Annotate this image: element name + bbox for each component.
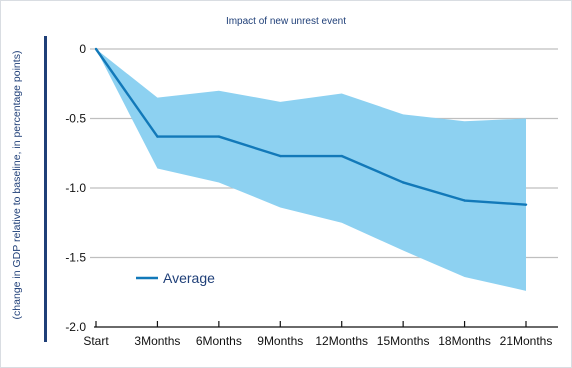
chart-title: Impact of new unrest event xyxy=(225,16,347,27)
x-tick-label-4: 12Months xyxy=(315,334,368,348)
data-point-7 xyxy=(524,203,528,206)
data-point-6 xyxy=(463,199,466,202)
data-point-4 xyxy=(340,154,343,158)
y-tick-label-0: 0 xyxy=(79,42,86,56)
x-tick-label-6: 18Months xyxy=(438,334,491,348)
x-tick-label-3: 9Months xyxy=(257,334,303,348)
legend-label-average: Average xyxy=(163,270,215,286)
x-tick-label-2: 6Months xyxy=(196,334,242,348)
y-tick-label-1: -0.5 xyxy=(65,112,86,126)
data-point-3 xyxy=(279,154,282,158)
x-tick-label-7: 21Months xyxy=(500,334,553,348)
series-line-average xyxy=(95,48,527,206)
y-axis-accent-line xyxy=(44,36,47,342)
data-point-1 xyxy=(156,135,159,138)
data-point-2 xyxy=(217,135,221,138)
y-tick-label-4: -2.0 xyxy=(65,320,86,334)
y-tick-label-3: -1.5 xyxy=(65,251,86,265)
y-tick-label-2: -1.0 xyxy=(65,181,86,195)
data-point-0 xyxy=(94,47,98,51)
data-point-5 xyxy=(401,181,405,184)
x-tick-label-5: 15Months xyxy=(377,334,430,348)
x-tick-label-1: 3Months xyxy=(134,334,180,348)
x-tick-label-0: Start xyxy=(83,334,109,348)
confidence-band xyxy=(96,49,526,291)
